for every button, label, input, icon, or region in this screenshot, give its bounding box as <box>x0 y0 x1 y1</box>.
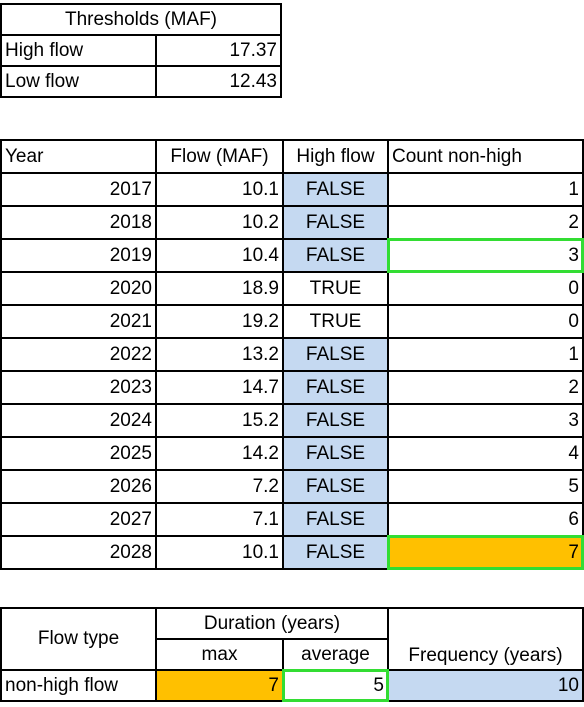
high-flow-cell[interactable]: FALSE <box>282 205 389 240</box>
flow-row: 2017 10.1 FALSE 1 <box>0 172 584 207</box>
flow-cell[interactable]: 18.9 <box>155 271 284 306</box>
threshold-row-low: Low flow 12.43 <box>0 65 282 98</box>
summary-row: non-high flow 7 5 10 <box>0 669 584 702</box>
flow-cell[interactable]: 7.2 <box>155 469 284 504</box>
flow-header[interactable]: Flow (MAF) <box>155 139 284 174</box>
year-cell[interactable]: 2027 <box>0 502 157 537</box>
flow-row: 2025 14.2 FALSE 4 <box>0 436 584 471</box>
high-flow-cell[interactable]: FALSE <box>282 370 389 405</box>
year-cell[interactable]: 2021 <box>0 304 157 339</box>
summary-frequency[interactable]: 10 <box>387 669 584 702</box>
high-flow-cell[interactable]: FALSE <box>282 469 389 504</box>
year-header[interactable]: Year <box>0 139 157 174</box>
high-flow-cell[interactable]: FALSE <box>282 535 389 570</box>
flow-cell[interactable]: 10.1 <box>155 535 284 570</box>
high-flow-cell[interactable]: FALSE <box>282 172 389 207</box>
count-cell[interactable]: 2 <box>387 205 584 240</box>
average-header[interactable]: average <box>282 638 389 671</box>
flow-row: 2028 10.1 FALSE 7 <box>0 535 584 570</box>
flow-row: 2019 10.4 FALSE 3 <box>0 238 584 273</box>
flow-table-header: Year Flow (MAF) High flow Count non-high <box>0 139 584 174</box>
summary-table: Flow type Duration (years) Frequency (ye… <box>0 607 584 702</box>
count-cell[interactable]: 3 <box>387 403 584 438</box>
flow-table: Year Flow (MAF) High flow Count non-high… <box>0 139 584 570</box>
flow-cell[interactable]: 14.7 <box>155 370 284 405</box>
year-cell[interactable]: 2022 <box>0 337 157 372</box>
flow-row: 2021 19.2 TRUE 0 <box>0 304 584 339</box>
count-header[interactable]: Count non-high <box>387 139 584 174</box>
flow-row: 2023 14.7 FALSE 2 <box>0 370 584 405</box>
thresholds-title[interactable]: Thresholds (MAF) <box>0 3 282 36</box>
high-flow-cell[interactable]: TRUE <box>282 271 389 306</box>
flow-row: 2018 10.2 FALSE 2 <box>0 205 584 240</box>
frequency-header[interactable]: Frequency (years) <box>387 607 584 671</box>
high-flow-cell[interactable]: FALSE <box>282 502 389 537</box>
threshold-row-high: High flow 17.37 <box>0 34 282 67</box>
high-flow-cell[interactable]: FALSE <box>282 436 389 471</box>
flow-cell[interactable]: 7.1 <box>155 502 284 537</box>
year-cell[interactable]: 2017 <box>0 172 157 207</box>
high-flow-value[interactable]: 17.37 <box>155 34 282 67</box>
count-cell[interactable]: 0 <box>387 304 584 339</box>
flow-cell[interactable]: 15.2 <box>155 403 284 438</box>
year-cell[interactable]: 2018 <box>0 205 157 240</box>
flow-row: 2020 18.9 TRUE 0 <box>0 271 584 306</box>
flow-type-header[interactable]: Flow type <box>0 607 157 671</box>
count-cell[interactable]: 4 <box>387 436 584 471</box>
count-cell[interactable]: 6 <box>387 502 584 537</box>
count-cell[interactable]: 1 <box>387 337 584 372</box>
flow-row: 2027 7.1 FALSE 6 <box>0 502 584 537</box>
year-cell[interactable]: 2024 <box>0 403 157 438</box>
high-flow-label[interactable]: High flow <box>0 34 157 67</box>
thresholds-table: Thresholds (MAF) High flow 17.37 Low flo… <box>0 3 282 98</box>
year-cell[interactable]: 2023 <box>0 370 157 405</box>
year-cell[interactable]: 2019 <box>0 238 157 273</box>
low-flow-value[interactable]: 12.43 <box>155 65 282 98</box>
high-flow-cell[interactable]: FALSE <box>282 403 389 438</box>
year-cell[interactable]: 2026 <box>0 469 157 504</box>
count-cell[interactable]: 7 <box>387 535 584 570</box>
high-flow-cell[interactable]: FALSE <box>282 238 389 273</box>
count-cell[interactable]: 1 <box>387 172 584 207</box>
max-header[interactable]: max <box>155 638 284 671</box>
flow-cell[interactable]: 10.1 <box>155 172 284 207</box>
flow-cell[interactable]: 14.2 <box>155 436 284 471</box>
duration-header[interactable]: Duration (years) <box>155 607 389 640</box>
high-flow-header[interactable]: High flow <box>282 139 389 174</box>
count-cell[interactable]: 3 <box>387 238 584 273</box>
flow-cell[interactable]: 10.2 <box>155 205 284 240</box>
low-flow-label[interactable]: Low flow <box>0 65 157 98</box>
summary-max[interactable]: 7 <box>155 669 284 702</box>
high-flow-cell[interactable]: TRUE <box>282 304 389 339</box>
year-cell[interactable]: 2025 <box>0 436 157 471</box>
flow-row: 2026 7.2 FALSE 5 <box>0 469 584 504</box>
flow-row: 2022 13.2 FALSE 1 <box>0 337 584 372</box>
count-cell[interactable]: 2 <box>387 370 584 405</box>
count-cell[interactable]: 0 <box>387 271 584 306</box>
flow-cell[interactable]: 13.2 <box>155 337 284 372</box>
year-cell[interactable]: 2028 <box>0 535 157 570</box>
flow-cell[interactable]: 19.2 <box>155 304 284 339</box>
flow-cell[interactable]: 10.4 <box>155 238 284 273</box>
count-cell[interactable]: 5 <box>387 469 584 504</box>
high-flow-cell[interactable]: FALSE <box>282 337 389 372</box>
flow-row: 2024 15.2 FALSE 3 <box>0 403 584 438</box>
year-cell[interactable]: 2020 <box>0 271 157 306</box>
summary-average[interactable]: 5 <box>282 669 389 702</box>
summary-flow-type[interactable]: non-high flow <box>0 669 157 702</box>
